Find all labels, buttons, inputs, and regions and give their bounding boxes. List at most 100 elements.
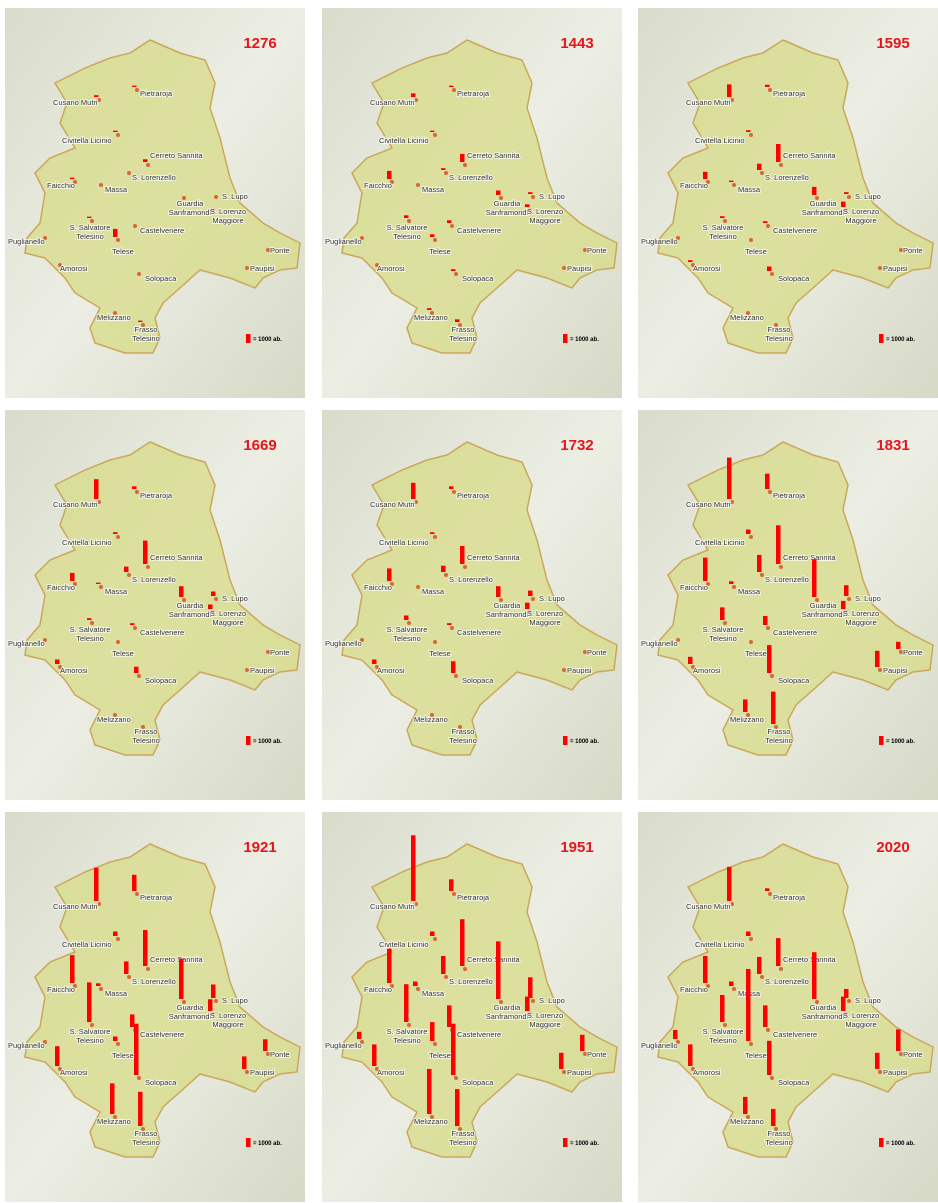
- town-name: Ponte: [270, 648, 290, 657]
- town-name: Pietraroja: [773, 491, 806, 500]
- town-name: Puglianello: [8, 237, 45, 246]
- town-name: Frasso: [768, 1129, 791, 1138]
- population-bar: [720, 995, 725, 1022]
- town-name: S. Lorenzello: [765, 173, 809, 182]
- population-bar: [776, 525, 781, 564]
- town-name: Cusano Mutri: [370, 500, 415, 509]
- population-bar: [441, 168, 446, 170]
- town-name: Amorosi: [693, 666, 721, 675]
- town-name: Civitella Licinio: [379, 136, 429, 145]
- town-name: Sanframondi: [169, 208, 212, 217]
- population-bar: [767, 645, 772, 673]
- population-bar: [138, 1092, 143, 1126]
- population-bar: [87, 618, 92, 620]
- town-name: S. Lorenzo: [210, 1011, 246, 1020]
- town-name: Castelvenere: [773, 226, 817, 235]
- town-name: Sanframondi: [802, 208, 845, 217]
- town-name: Ponte: [587, 1050, 607, 1059]
- town-name: S. Salvatore: [387, 625, 428, 634]
- town-name: Frasso: [768, 727, 791, 736]
- town-dot: [766, 626, 770, 630]
- town-name: Paupisi: [883, 1068, 908, 1077]
- town-name: S. Lorenzello: [765, 575, 809, 584]
- map-panel: 2020PietrarojaCusano MutriCivitella Lici…: [638, 812, 938, 1202]
- population-bar: [896, 642, 901, 649]
- population-bar: [528, 192, 533, 194]
- legend-label: = 1000 ab.: [253, 1141, 282, 1147]
- legend-label: = 1000 ab.: [570, 337, 599, 343]
- town-name: S. Lupo: [855, 594, 881, 603]
- town-name: Amorosi: [377, 666, 405, 675]
- population-bar: [94, 868, 99, 901]
- town-name: Paupisi: [567, 1068, 592, 1077]
- town-dot: [779, 163, 783, 167]
- population-bar: [113, 1037, 118, 1042]
- town-dot: [847, 195, 851, 199]
- town-name: Frasso: [135, 727, 158, 736]
- town-dot: [768, 490, 772, 494]
- town-name: Puglianello: [641, 639, 678, 648]
- town-name: Sanframondi: [802, 610, 845, 619]
- town-name: Cusano Mutri: [686, 500, 731, 509]
- population-bar: [143, 930, 148, 966]
- town-name: Pietraroja: [457, 893, 490, 902]
- town-name: S. Lorenzello: [132, 977, 176, 986]
- population-bar: [743, 1097, 748, 1114]
- town-name: Faicchio: [47, 583, 75, 592]
- town-name: Sanframondi: [802, 1012, 845, 1021]
- legend-label: = 1000 ab.: [253, 337, 282, 343]
- town-dot: [137, 272, 141, 276]
- town-name: Telesino: [76, 1036, 104, 1045]
- legend-bar: [563, 1138, 568, 1147]
- population-bar: [841, 202, 846, 207]
- town-name: Solopaca: [778, 676, 810, 685]
- town-name: Faicchio: [680, 985, 708, 994]
- population-bar: [729, 982, 734, 987]
- town-name: Cerreto Sannita: [467, 553, 520, 562]
- town-name: Paupisi: [250, 1068, 275, 1077]
- town-name: S. Lorenzo: [210, 207, 246, 216]
- population-bar: [720, 607, 725, 620]
- population-bar: [765, 888, 770, 891]
- town-name: Telesino: [393, 634, 421, 643]
- population-bar: [688, 260, 693, 262]
- town-name: Solopaca: [778, 1078, 810, 1087]
- population-bar: [525, 997, 530, 1011]
- town-name: Telese: [112, 247, 134, 256]
- town-name: S. Lupo: [222, 996, 248, 1005]
- legend-label: = 1000 ab.: [886, 337, 915, 343]
- population-bar: [460, 546, 465, 564]
- town-dot: [433, 640, 437, 644]
- town-name: Civitella Licinio: [62, 136, 112, 145]
- town-name: Massa: [738, 185, 761, 194]
- town-name: Maggiore: [845, 1020, 876, 1029]
- town-dot: [135, 892, 139, 896]
- town-name: Sanframondi: [486, 208, 529, 217]
- town-name: Castelvenere: [773, 1030, 817, 1039]
- town-name: Solopaca: [145, 676, 177, 685]
- legend-label: = 1000 ab.: [886, 739, 915, 745]
- year: 2020: [876, 839, 909, 856]
- population-bar: [757, 164, 762, 170]
- town-name: Melizzano: [97, 715, 131, 724]
- town-dot: [116, 133, 120, 137]
- town-dot: [146, 967, 150, 971]
- town-dot: [416, 987, 420, 991]
- town-name: Melizzano: [414, 1117, 448, 1126]
- town-dot: [768, 892, 772, 896]
- legend-bar: [563, 334, 568, 343]
- year: 1831: [876, 437, 909, 454]
- population-bar: [430, 1022, 435, 1041]
- town-name: Faicchio: [364, 583, 392, 592]
- town-name: Ponte: [903, 1050, 923, 1059]
- population-bar: [179, 586, 184, 597]
- town-dot: [749, 640, 753, 644]
- town-dot: [416, 585, 420, 589]
- town-dot: [749, 937, 753, 941]
- town-name: Amorosi: [377, 1068, 405, 1077]
- population-bar: [134, 667, 139, 673]
- town-dot: [214, 195, 218, 199]
- town-name: Paupisi: [567, 666, 592, 675]
- town-name: Maggiore: [845, 618, 876, 627]
- population-bar: [87, 217, 92, 218]
